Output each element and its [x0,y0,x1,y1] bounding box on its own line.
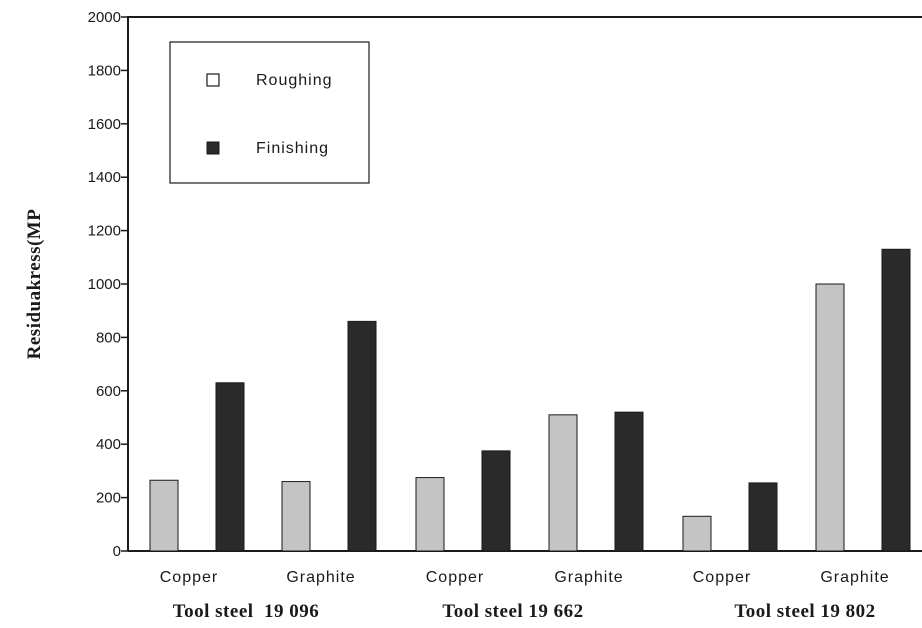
legend: Roughing Finishing [169,41,370,184]
bar-finishing-2 [481,450,511,552]
group-labels: Tool steel 19 096 Tool steel 19 662 Tool s… [173,601,875,622]
y-tick-label: 1800 [88,62,121,79]
category-label: Copper [160,569,218,586]
bar-roughing-5 [815,283,845,552]
category-label: Graphite [820,569,889,586]
legend-swatch-roughing [206,73,220,87]
legend-box [169,41,370,184]
category-label: Copper [426,569,484,586]
category-label: Copper [693,569,751,586]
legend-label-roughing: Roughing [256,72,333,89]
bar-finishing-1 [347,320,377,552]
legend-label-finishing: Finishing [256,140,329,157]
y-tick-label: 2000 [88,9,121,26]
bar-roughing-2 [415,477,445,552]
y-ticks: 0 200 400 600 800 1000 1200 1400 1600 1800 2000 [88,9,128,560]
y-tick-label: 1400 [88,169,121,186]
y-tick-label: 1600 [88,116,121,133]
y-tick-label: 1200 [88,223,121,240]
bar-finishing-5 [881,248,911,552]
bar-roughing-4 [682,515,712,552]
bar-finishing-4 [748,482,778,552]
bar-roughing-0 [149,479,179,552]
bar-roughing-3 [548,414,578,552]
legend-swatch-finishing [206,141,220,155]
bar-finishing-0 [215,382,245,552]
group-label: Tool steel 19 662 [442,601,583,622]
y-tick-label: 0 [113,543,121,560]
group-label: Tool steel 19 096 [173,601,320,622]
bar-roughing-1 [281,481,311,552]
bar-finishing-3 [614,411,644,552]
category-labels: Copper Graphite Copper Graphite Copper Graphi… [160,569,889,586]
group-label: Tool steel 19 802 [734,601,875,622]
y-axis-title: Residuakress(MP [24,209,45,360]
y-tick-label: 200 [96,490,121,507]
bars [149,248,911,552]
category-label: Graphite [286,569,355,586]
category-label: Graphite [554,569,623,586]
y-tick-label: 600 [96,383,121,400]
y-tick-label: 1000 [88,276,121,293]
y-tick-label: 400 [96,436,121,453]
y-tick-label: 800 [96,329,121,346]
